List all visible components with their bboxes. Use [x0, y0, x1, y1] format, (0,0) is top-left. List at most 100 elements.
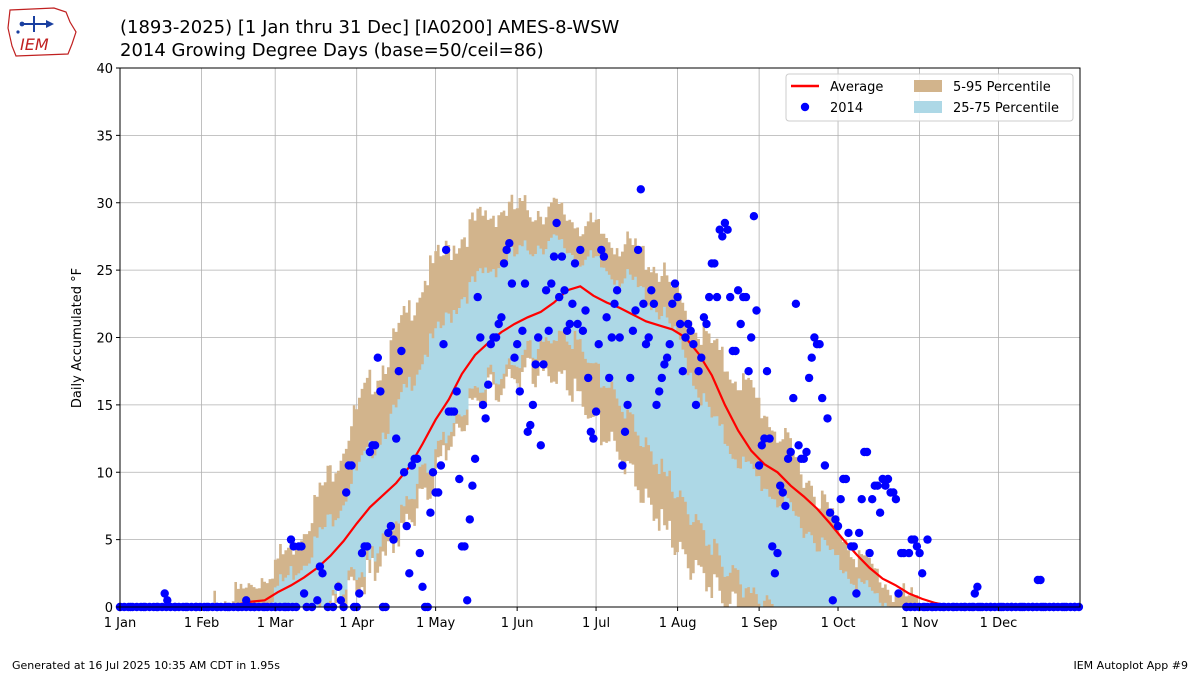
x-tick-label: 1 May	[416, 616, 456, 631]
legend-label: 5-95 Percentile	[953, 80, 1051, 95]
point-2014	[689, 340, 698, 349]
point-2014	[791, 299, 801, 308]
point-2014	[405, 569, 414, 578]
x-tick-label: 1 Dec	[980, 616, 1018, 631]
point-2014	[544, 326, 553, 335]
point-2014	[491, 333, 501, 342]
point-2014	[757, 441, 766, 450]
app-label: IEM Autoplot App #9	[1073, 659, 1188, 672]
point-2014	[286, 535, 296, 544]
point-2014	[1036, 575, 1045, 585]
point-2014	[392, 434, 401, 443]
point-2014	[373, 353, 382, 362]
x-tick-label: 1 Apr	[339, 616, 375, 631]
point-2014	[894, 589, 903, 598]
point-2014	[394, 367, 403, 376]
point-2014	[413, 454, 422, 463]
point-2014	[539, 360, 548, 369]
point-2014	[484, 380, 493, 389]
point-2014	[578, 326, 588, 335]
y-tick-label: 20	[96, 332, 113, 347]
point-2014	[852, 589, 861, 598]
point-2014	[923, 535, 932, 544]
point-2014	[499, 259, 509, 268]
point-2014	[547, 279, 556, 288]
point-2014	[731, 346, 740, 356]
point-2014	[828, 596, 837, 605]
point-2014	[776, 481, 785, 490]
point-2014	[386, 521, 396, 531]
y-tick-label: 35	[96, 129, 113, 144]
point-2014	[844, 528, 853, 538]
point-2014	[915, 548, 924, 558]
point-2014	[799, 454, 808, 463]
x-axis-ticks: 1 Jan 1 Feb 1 Mar 1 Apr 1 May 1 Jun 1 Jul 1 Aug…	[104, 607, 1017, 631]
point-2014	[460, 542, 469, 551]
point-2014	[562, 326, 572, 335]
y-tick-label: 10	[96, 466, 113, 481]
point-2014	[528, 400, 538, 410]
point-2014	[718, 232, 727, 241]
point-2014	[463, 596, 472, 605]
point-2014	[825, 508, 835, 517]
point-2014	[397, 346, 406, 356]
point-2014	[384, 528, 393, 538]
x-tick-label: 1 Jun	[501, 616, 534, 631]
chart-title: (1893-2025) [1 Jan thru 31 Dec] [IA0200]…	[120, 17, 620, 38]
point-2014	[436, 461, 446, 470]
point-2014	[510, 353, 519, 362]
point-2014	[476, 333, 485, 342]
point-2014	[875, 508, 885, 517]
legend-label: 2014	[830, 101, 863, 116]
point-2014	[628, 326, 638, 335]
point-2014	[610, 299, 619, 308]
point-2014	[744, 367, 753, 376]
point-2014	[365, 447, 375, 457]
x-tick-label: 1 Oct	[821, 616, 856, 631]
point-2014	[699, 313, 709, 322]
point-2014	[497, 313, 506, 322]
point-2014	[160, 589, 169, 598]
point-2014	[415, 548, 424, 558]
point-2014	[355, 589, 364, 598]
point-2014	[560, 286, 569, 295]
point-2014	[973, 582, 982, 591]
point-2014	[299, 589, 309, 598]
point-2014	[526, 420, 535, 430]
point-2014	[807, 353, 816, 362]
point-2014	[507, 279, 517, 288]
average-line	[120, 285, 1080, 609]
point-2014	[513, 340, 522, 349]
point-2014	[794, 441, 803, 450]
point-2014	[336, 596, 346, 605]
point-2014	[402, 521, 411, 531]
point-2014	[342, 488, 351, 497]
point-2014	[881, 481, 890, 490]
point-2014	[681, 333, 690, 342]
point-2014	[318, 569, 327, 578]
point-2014	[657, 373, 666, 383]
x-tick-label: 1 Jul	[582, 616, 610, 631]
legend-label: Average	[830, 80, 883, 95]
point-2014	[549, 252, 559, 261]
point-2014	[615, 333, 624, 342]
chart-subtitle: 2014 Growing Degree Days (base=50/ceil=8…	[120, 40, 544, 61]
point-2014	[541, 286, 551, 295]
point-2014	[665, 340, 674, 349]
point-2014	[702, 319, 711, 329]
point-2014	[823, 414, 832, 423]
point-2014	[783, 454, 793, 463]
point-2014	[910, 535, 919, 544]
point-2014	[557, 252, 567, 261]
point-2014	[449, 407, 459, 416]
point-2014	[242, 596, 251, 605]
point-2014	[370, 441, 380, 450]
point-2014	[633, 245, 643, 255]
point-2014	[889, 488, 898, 497]
point-2014	[686, 326, 695, 335]
point-2014	[781, 501, 790, 511]
point-2014	[297, 542, 306, 551]
point-2014	[481, 414, 490, 423]
point-2014	[736, 319, 745, 329]
point-2014	[515, 387, 524, 396]
